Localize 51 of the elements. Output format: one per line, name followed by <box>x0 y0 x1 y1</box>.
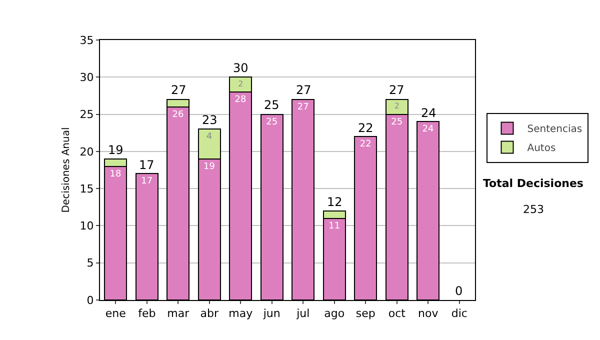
data-label: 26 <box>172 110 184 120</box>
data-label: 25 <box>391 117 403 128</box>
text: Total Decisiones <box>483 177 584 190</box>
x-tick-label: may <box>228 307 254 320</box>
y-tick-label: 0 <box>86 294 94 307</box>
legend-label: Autos <box>527 143 556 154</box>
total-label: 22 <box>358 121 374 135</box>
x-tick-label: jun <box>262 307 280 320</box>
y-tick-label: 20 <box>80 145 94 158</box>
total-label: 23 <box>202 113 218 127</box>
y-tick-label: 5 <box>86 256 94 270</box>
x-tick-label: sep <box>356 307 376 320</box>
total-label: 0 <box>455 284 463 298</box>
x-tick-label: mar <box>167 307 190 320</box>
x-tick-label: ene <box>105 307 126 320</box>
data-label: 18 <box>110 169 122 180</box>
total-label: 27 <box>389 83 404 97</box>
total-label: 30 <box>233 61 248 75</box>
data-label: 2 <box>394 102 400 111</box>
x-tick-label: oct <box>388 307 406 320</box>
x-tick-label: abr <box>200 307 219 320</box>
data-label: 2 <box>238 79 244 88</box>
data-label: 11 <box>328 221 340 232</box>
x-tick-label: feb <box>138 307 156 320</box>
data-label: 28 <box>234 95 246 105</box>
total-label: 24 <box>421 106 436 120</box>
x-tick-label: dic <box>451 307 468 320</box>
total-label: 12 <box>327 195 342 209</box>
data-label: 27 <box>297 102 309 112</box>
total-label: 27 <box>296 83 312 97</box>
y-tick-label: 15 <box>80 182 94 196</box>
data-label: 24 <box>422 124 434 135</box>
total-label: 25 <box>264 98 280 112</box>
data-label: 25 <box>266 117 278 128</box>
x-tick-label: nov <box>418 307 439 320</box>
text: 253 <box>523 203 544 216</box>
y-tick-label: 35 <box>80 34 94 47</box>
total-label: 17 <box>139 158 154 172</box>
x-tick-label: ago <box>324 307 345 320</box>
data-label: 19 <box>204 162 216 172</box>
data-label: 17 <box>141 176 153 187</box>
y-tick-label: 25 <box>80 108 94 122</box>
data-label: 4 <box>206 132 212 142</box>
y-axis-title: Decisiones Anual <box>60 127 72 213</box>
x-tick-label: jul <box>296 307 310 320</box>
y-tick-label: 30 <box>80 70 94 84</box>
data-label: 22 <box>360 140 372 150</box>
total-label: 19 <box>108 143 124 157</box>
legend-label: Sentencias <box>527 124 582 136</box>
y-tick-label: 10 <box>80 220 94 233</box>
total-label: 27 <box>171 83 186 97</box>
